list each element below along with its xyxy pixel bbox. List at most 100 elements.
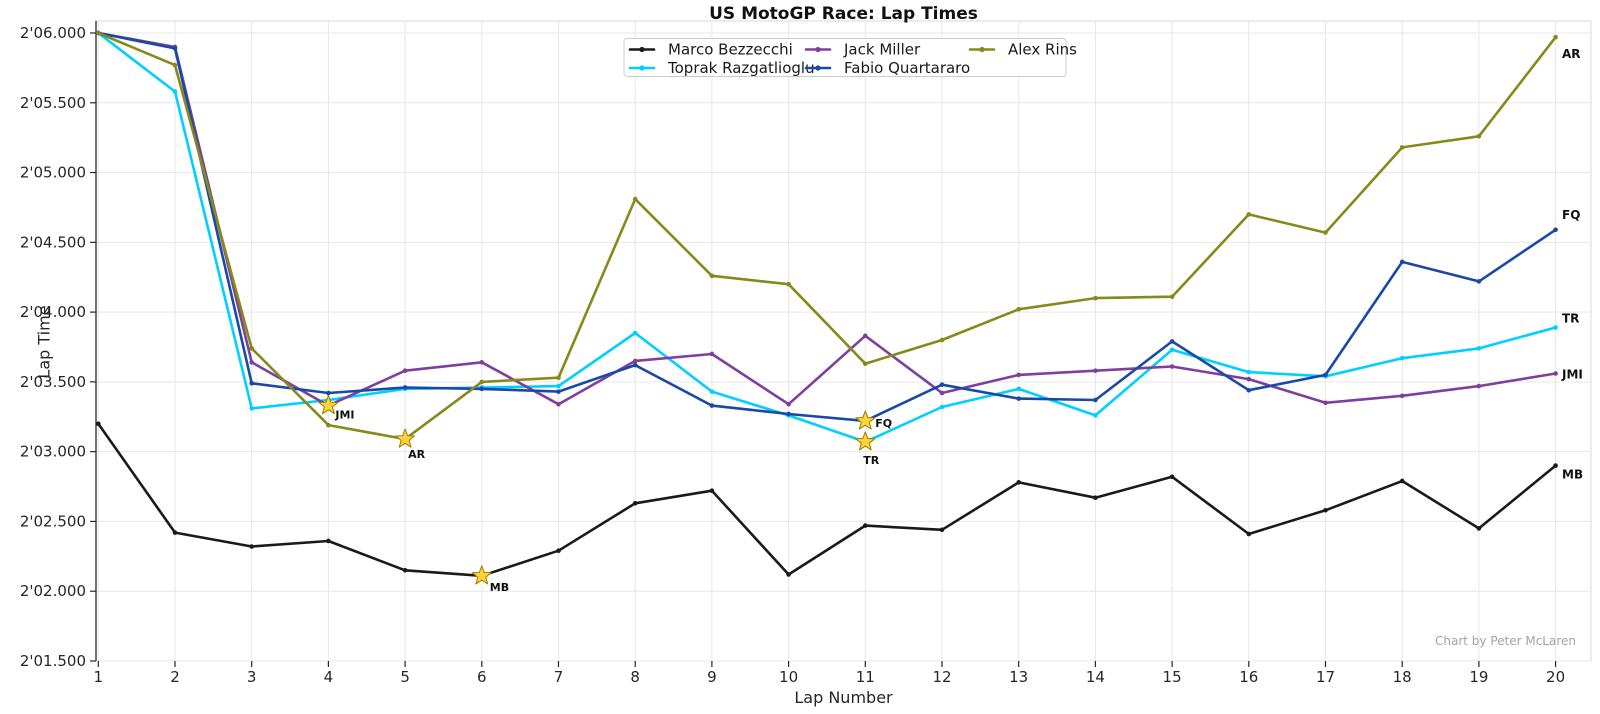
x-tick-label: 5 bbox=[400, 668, 410, 686]
data-point bbox=[1093, 413, 1098, 418]
legend-entry-jack-miller: Jack Miller bbox=[804, 41, 921, 59]
data-point bbox=[1323, 507, 1328, 513]
y-tick-label: 2'02.500 bbox=[20, 512, 86, 530]
data-point bbox=[1246, 531, 1252, 537]
data-point bbox=[479, 379, 485, 385]
legend-label: Toprak Razgatlioglu bbox=[667, 59, 815, 77]
x-axis-label: Lap Number bbox=[794, 688, 893, 707]
data-point bbox=[1016, 396, 1021, 401]
data-point bbox=[1169, 294, 1175, 300]
data-point bbox=[402, 385, 408, 390]
best-lap-star-icon bbox=[855, 431, 876, 451]
data-point bbox=[1553, 34, 1558, 40]
data-point bbox=[249, 346, 254, 351]
data-point bbox=[326, 390, 331, 396]
line-path bbox=[97, 31, 1557, 444]
data-point bbox=[1399, 393, 1405, 399]
data-point bbox=[1323, 400, 1328, 406]
data-point bbox=[863, 361, 868, 367]
best-lap-star-icon bbox=[395, 428, 416, 448]
data-point bbox=[1016, 307, 1021, 312]
chart-title: US MotoGP Race: Lap Times bbox=[709, 4, 978, 24]
line-path bbox=[97, 31, 1557, 423]
best-lap-marker-toprak-razgatlioglu: TR bbox=[855, 431, 880, 467]
data-point bbox=[939, 382, 945, 387]
data-point bbox=[786, 281, 791, 287]
x-tick-label: 9 bbox=[707, 668, 717, 686]
legend-marker-dot bbox=[639, 65, 645, 71]
data-point bbox=[1246, 369, 1252, 375]
line-path bbox=[97, 31, 1557, 407]
x-tick-label: 13 bbox=[1009, 668, 1028, 686]
data-point bbox=[709, 273, 715, 279]
x-tick-label: 17 bbox=[1316, 668, 1335, 686]
y-tick-label: 2'01.500 bbox=[20, 652, 86, 670]
legend-entry-marco-bezzecchi: Marco Bezzecchi bbox=[628, 41, 793, 59]
y-tick-label: 2'03.000 bbox=[20, 443, 86, 461]
data-point bbox=[249, 544, 254, 549]
series-line-marco-bezzecchi bbox=[96, 421, 1558, 579]
data-point bbox=[96, 30, 101, 36]
series-line-fabio-quartararo bbox=[96, 30, 1558, 424]
x-tick-label: 15 bbox=[1163, 668, 1182, 686]
data-point bbox=[402, 368, 408, 374]
data-point bbox=[939, 527, 945, 533]
x-tick-label: 16 bbox=[1239, 668, 1258, 686]
data-point bbox=[1093, 495, 1098, 501]
x-tick-label: 7 bbox=[554, 668, 564, 686]
data-point bbox=[939, 337, 945, 343]
best-lap-label: JMI bbox=[334, 409, 354, 422]
data-point bbox=[709, 389, 715, 394]
x-tick-label: 10 bbox=[779, 668, 798, 686]
data-point bbox=[709, 488, 715, 494]
x-tick-label: 14 bbox=[1086, 668, 1105, 686]
legend-label: Marco Bezzecchi bbox=[668, 41, 793, 59]
data-point bbox=[1093, 368, 1098, 374]
data-point bbox=[939, 390, 945, 396]
legend-entry-toprak-razgatlioglu: Toprak Razgatlioglu bbox=[628, 59, 815, 77]
line-path bbox=[97, 31, 1557, 441]
legend-entry-alex-rins: Alex Rins bbox=[968, 41, 1077, 59]
data-point bbox=[1016, 386, 1021, 392]
data-point bbox=[1323, 230, 1328, 235]
legend-marker-dot bbox=[979, 46, 985, 53]
y-tick-label: 2'02.000 bbox=[20, 582, 86, 600]
data-point bbox=[249, 380, 254, 386]
data-point bbox=[786, 401, 791, 407]
x-tick-label: 12 bbox=[932, 668, 951, 686]
data-point bbox=[939, 404, 945, 410]
credit-text: Chart by Peter McLaren bbox=[1435, 634, 1576, 648]
y-tick-label: 2'05.000 bbox=[20, 164, 86, 182]
data-point bbox=[326, 538, 331, 544]
data-point bbox=[1476, 526, 1482, 531]
best-lap-marker-alex-rins: AR bbox=[395, 428, 426, 461]
line-path bbox=[97, 422, 1557, 578]
data-point bbox=[479, 386, 485, 392]
data-point bbox=[172, 62, 178, 68]
data-point bbox=[402, 567, 408, 573]
data-point bbox=[863, 333, 868, 339]
data-point bbox=[172, 46, 178, 51]
y-tick-label: 2'06.000 bbox=[20, 24, 86, 42]
data-point bbox=[96, 421, 101, 427]
series-end-label-jack-miller: JMI bbox=[1561, 368, 1583, 382]
data-point bbox=[1553, 227, 1558, 233]
data-point bbox=[172, 530, 178, 535]
x-tick-label: 2 bbox=[170, 668, 180, 686]
y-tick-label: 2'04.500 bbox=[20, 233, 86, 251]
series-end-label-alex-rins: AR bbox=[1562, 47, 1581, 61]
data-point bbox=[326, 422, 331, 428]
best-lap-marker-fabio-quartararo: FQ bbox=[855, 410, 892, 430]
x-tick-label: 3 bbox=[247, 668, 257, 686]
y-tick-label: 2'03.500 bbox=[20, 373, 86, 391]
data-point bbox=[632, 358, 638, 364]
data-point bbox=[1553, 463, 1558, 468]
y-tick-label: 2'04.000 bbox=[20, 303, 86, 321]
data-point bbox=[1399, 355, 1405, 361]
gridlines bbox=[96, 21, 1591, 662]
legend-label: Alex Rins bbox=[1008, 41, 1077, 59]
y-tick-label: 2'05.500 bbox=[20, 94, 86, 112]
